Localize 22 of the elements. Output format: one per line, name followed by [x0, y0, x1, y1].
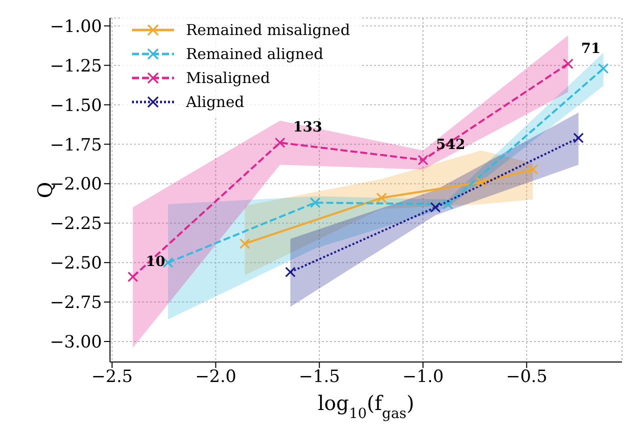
legend-label: Aligned [186, 93, 244, 111]
annotation: 133 [292, 120, 322, 136]
legend-label: Misaligned [186, 69, 270, 87]
legend-label: Remained aligned [186, 45, 324, 63]
x-tick-label: −0.5 [506, 367, 548, 388]
y-tick-label: −2.75 [50, 293, 102, 314]
x-axis-title: log$_{10}$(f$_{gas}$) [318, 391, 414, 422]
y-tick-label: −2.25 [50, 214, 102, 234]
x-tick-label: −2.5 [91, 367, 133, 388]
x-tick-label: −2.0 [195, 367, 236, 388]
annotation: 71 [581, 40, 601, 57]
y-tick-label: −1.25 [50, 56, 102, 76]
annotation: 542 [436, 137, 466, 154]
x-tick-label: −1.5 [298, 367, 340, 388]
y-tick-label: −2.50 [50, 254, 102, 274]
y-tick-label: −3.00 [50, 332, 102, 353]
y-tick-label: −1.50 [50, 96, 102, 116]
x-tick-label: −1.0 [402, 367, 444, 388]
legend-label: Remained misaligned [186, 21, 350, 39]
annotation: 10 [146, 254, 166, 270]
y-tick-label: −1.75 [50, 135, 102, 156]
y-tick-label: −1.00 [50, 16, 102, 37]
